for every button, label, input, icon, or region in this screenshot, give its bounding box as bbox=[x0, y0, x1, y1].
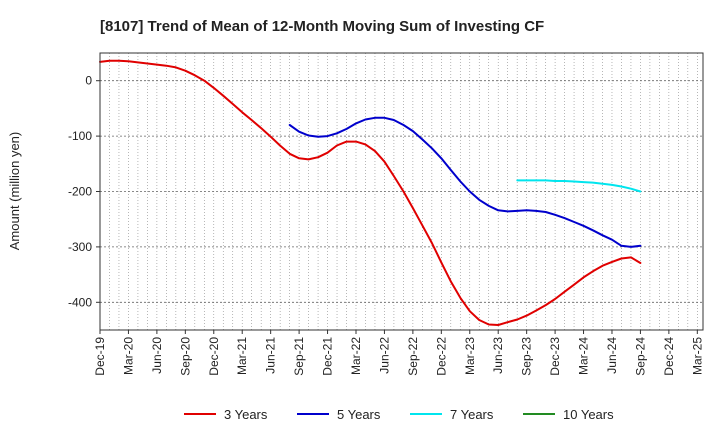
x-tick-label: Mar-25 bbox=[690, 337, 704, 375]
y-axis-label: Amount (million yen) bbox=[7, 132, 22, 251]
legend-label-5-years: 5 Years bbox=[337, 407, 381, 422]
x-tick-label: Jun-20 bbox=[150, 337, 164, 374]
x-tick-label: Dec-23 bbox=[548, 337, 562, 376]
x-tick-label: Dec-24 bbox=[662, 337, 676, 376]
plot-frame bbox=[99, 52, 704, 331]
x-tick-label: Sep-23 bbox=[520, 337, 534, 376]
y-axis-ticks: 0 -100 -200 -300 -400 bbox=[68, 74, 100, 309]
x-tick-label: Dec-19 bbox=[93, 337, 107, 376]
x-axis-ticks: Dec-19 Mar-20 Jun-20 Sep-20 Dec-20 Mar-21 Jun-… bbox=[93, 330, 704, 376]
legend-label-7-years: 7 Years bbox=[450, 407, 494, 422]
series-line-3-years bbox=[99, 59, 642, 326]
y-tick-label: 0 bbox=[85, 74, 92, 88]
y-tick-label: -200 bbox=[68, 185, 92, 199]
x-tick-label: Jun-22 bbox=[377, 337, 391, 374]
plot-grid bbox=[99, 53, 703, 330]
x-tick-label: Jun-24 bbox=[605, 337, 619, 374]
series-line-5-years bbox=[288, 116, 642, 248]
x-tick-label: Mar-21 bbox=[235, 337, 249, 375]
legend: 3 Years 5 Years 7 Years 10 Years bbox=[184, 407, 614, 422]
x-tick-label: Dec-21 bbox=[321, 337, 335, 376]
x-tick-label: Mar-24 bbox=[577, 337, 591, 375]
legend-label-3-years: 3 Years bbox=[224, 407, 268, 422]
x-tick-label: Mar-23 bbox=[463, 337, 477, 375]
x-tick-label: Sep-22 bbox=[406, 337, 420, 376]
series-layer bbox=[99, 59, 642, 326]
legend-label-10-years: 10 Years bbox=[563, 407, 614, 422]
y-tick-label: -400 bbox=[68, 295, 92, 309]
x-tick-label: Jun-21 bbox=[264, 337, 278, 374]
y-tick-label: -300 bbox=[68, 240, 92, 254]
x-tick-label: Sep-20 bbox=[178, 337, 192, 376]
x-tick-label: Dec-22 bbox=[434, 337, 448, 376]
series-line-7-years bbox=[516, 179, 642, 193]
x-tick-label: Dec-20 bbox=[207, 337, 221, 376]
x-tick-label: Mar-20 bbox=[121, 337, 135, 375]
y-tick-label: -100 bbox=[68, 129, 92, 143]
x-tick-label: Mar-22 bbox=[349, 337, 363, 375]
x-tick-label: Jun-23 bbox=[491, 337, 505, 374]
x-tick-label: Sep-24 bbox=[633, 337, 647, 376]
x-tick-label: Sep-21 bbox=[292, 337, 306, 376]
chart-title: [8107] Trend of Mean of 12-Month Moving … bbox=[100, 18, 544, 35]
